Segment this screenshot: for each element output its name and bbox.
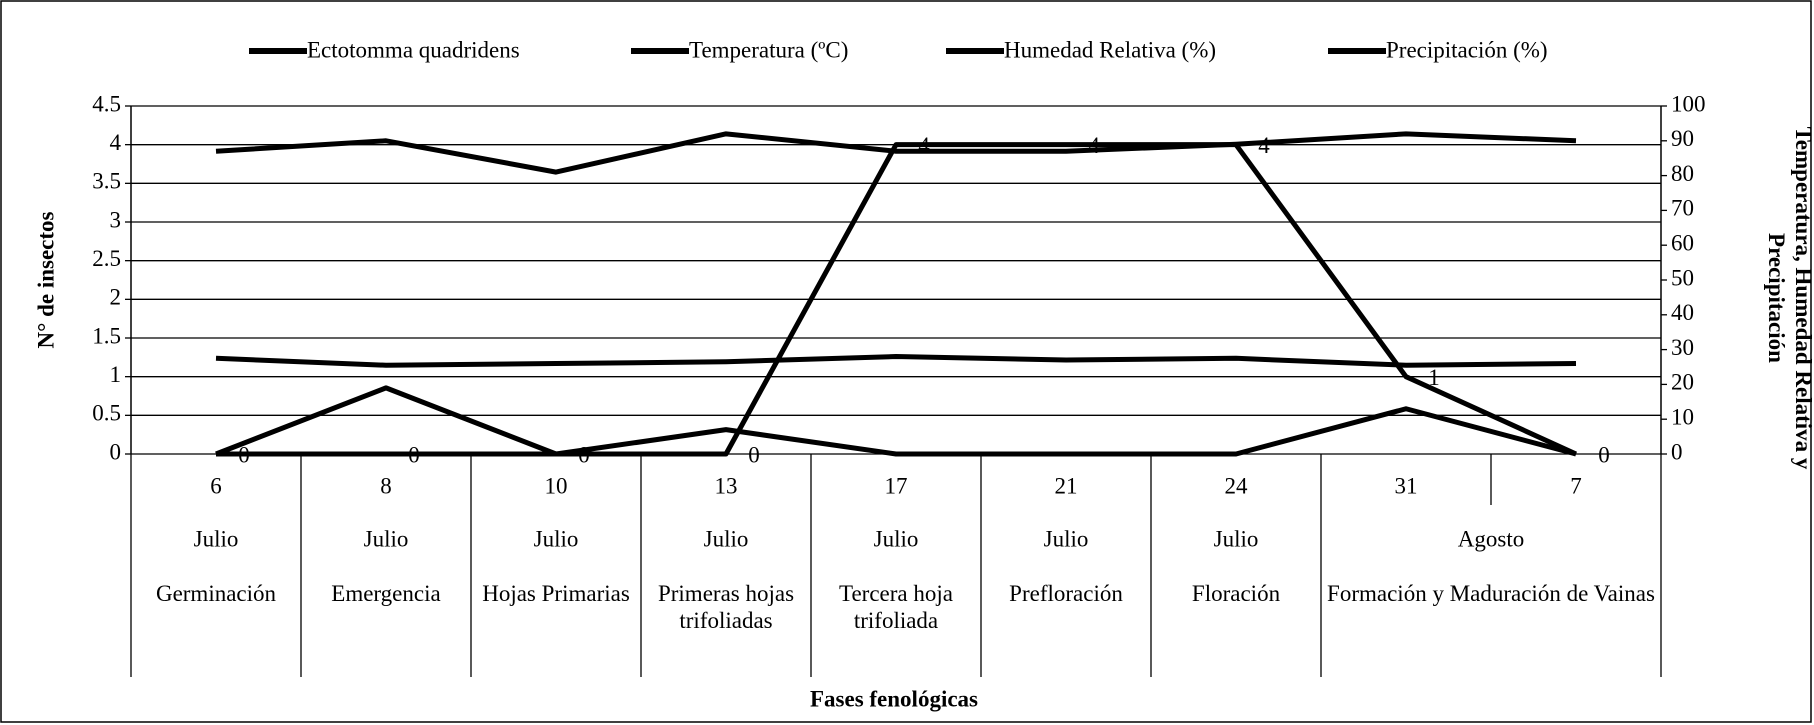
y-tick-label: 3.5 [92, 169, 121, 194]
phase-label: Floración [1191, 581, 1281, 606]
y2-tick-label: 90 [1671, 126, 1694, 151]
y-tick-label: 3 [110, 207, 122, 232]
phase-label-box: Prefloración [1009, 581, 1123, 606]
y2-tick-label: 60 [1671, 230, 1694, 255]
data-label: 0 [578, 442, 590, 467]
y-axis-title: N° de insectos [33, 211, 58, 348]
data-label: 0 [408, 442, 420, 467]
data-label: 0 [238, 442, 250, 467]
month-label: Agosto [1458, 526, 1524, 551]
legend-label: Precipitación (%) [1386, 37, 1548, 62]
series-line [216, 142, 1578, 457]
x-tick-label: 13 [715, 473, 738, 498]
x-tick-label: 24 [1225, 473, 1249, 498]
phase-label-box: Floración [1191, 581, 1281, 606]
y-tick-label: 1.5 [92, 323, 121, 348]
y-tick-label: 2 [110, 285, 122, 310]
y-tick-label: 1 [110, 362, 122, 387]
y2-tick-label: 70 [1671, 196, 1694, 221]
data-label: 1 [1428, 365, 1440, 390]
x-tick-label: 10 [545, 473, 568, 498]
y2-tick-label: 40 [1671, 300, 1694, 325]
phase-label-box: Germinación [155, 581, 277, 606]
phase-label: Hojas Primarias [482, 581, 630, 606]
y2-axis-title-box: Temperatura, Humedad Relativa y Precipit… [1764, 126, 1814, 470]
data-label: 4 [1258, 133, 1270, 158]
phase-label: Germinación [155, 581, 277, 606]
phase-label-box: Tercera hoja trifoliada [839, 581, 953, 633]
data-label: 4 [918, 133, 930, 158]
data-label: 4 [1088, 133, 1100, 158]
phase-label: Prefloración [1009, 581, 1123, 606]
phase-label: Formación y Maduración de Vainas [1327, 581, 1655, 606]
x-tick-label: 6 [210, 473, 222, 498]
x-axis-title: Fases fenológicas [810, 686, 978, 711]
y-tick-label: 0 [110, 439, 122, 464]
phase-label-box: Formación y Maduración de Vainas [1327, 581, 1655, 606]
data-label: 0 [748, 442, 760, 467]
legend-label: Ectotomma quadridens [307, 37, 520, 62]
legend-label: Humedad Relativa (%) [1004, 37, 1216, 62]
y2-axis-title: Temperatura, Humedad Relativa y Precipit… [1764, 126, 1814, 470]
y2-tick-label: 10 [1671, 404, 1694, 429]
x-tick-label: 21 [1055, 473, 1078, 498]
phase-label-box: Primeras hojas trifoliadas [657, 581, 795, 633]
y-tick-label: 4 [110, 130, 122, 155]
series-line [215, 131, 1577, 175]
y2-tick-label: 0 [1671, 439, 1683, 464]
phase-label: Primeras hojas trifoliadas [657, 581, 795, 633]
y-tick-label: 0.5 [92, 401, 121, 426]
y2-tick-label: 80 [1671, 161, 1694, 186]
y-tick-label: 2.5 [92, 246, 121, 271]
y2-tick-label: 30 [1671, 335, 1694, 360]
phase-label: Emergencia [331, 581, 441, 606]
legend-label: Temperatura (ºC) [689, 37, 848, 62]
y-tick-label: 4.5 [92, 91, 121, 116]
month-label: Julio [1214, 526, 1259, 551]
phase-label-box: Emergencia [331, 581, 441, 606]
month-label: Julio [364, 526, 409, 551]
data-label: 0 [1598, 442, 1610, 467]
series-line [215, 385, 1577, 457]
y2-tick-label: 20 [1671, 370, 1694, 395]
month-label: Julio [194, 526, 239, 551]
x-tick-label: 31 [1395, 473, 1418, 498]
phase-label: Tercera hoja trifoliada [839, 581, 953, 633]
y2-tick-label: 50 [1671, 265, 1694, 290]
month-label: Julio [874, 526, 919, 551]
x-tick-label: 8 [380, 473, 392, 498]
series-line [215, 354, 1577, 368]
month-label: Julio [1044, 526, 1089, 551]
x-tick-label: 7 [1570, 473, 1582, 498]
month-label: Julio [704, 526, 749, 551]
month-label: Julio [534, 526, 579, 551]
x-tick-label: 17 [885, 473, 908, 498]
phase-label-box: Hojas Primarias [482, 581, 630, 606]
y2-tick-label: 100 [1671, 91, 1706, 116]
